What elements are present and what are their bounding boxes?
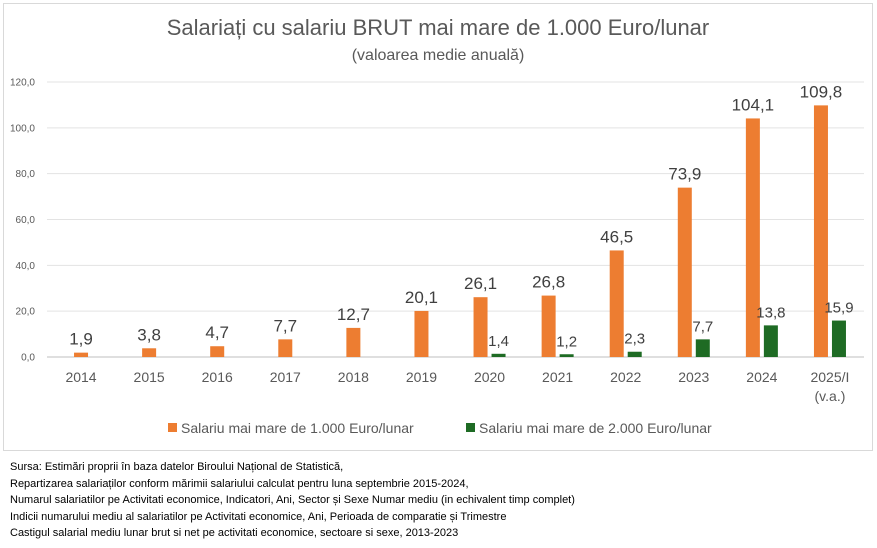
chart-title: Salariați cu salariu BRUT mai mare de 1.… — [167, 15, 710, 40]
legend-swatch-orange — [168, 423, 177, 432]
bar-2020-series2 — [491, 353, 506, 357]
legend-swatch-green — [466, 423, 475, 432]
x-tick-label: 2017 — [270, 369, 301, 385]
bar-2023-series2 — [695, 339, 710, 357]
bars — [74, 105, 846, 357]
x-tick-sublabel: (v.a.) — [815, 388, 846, 404]
bar-2016-series1 — [210, 346, 225, 357]
x-tick-label: 2022 — [610, 369, 641, 385]
data-label-series1: 109,8 — [800, 82, 843, 101]
bar-2023-series1 — [677, 187, 692, 357]
data-label-series1: 7,7 — [273, 316, 297, 335]
bar-2024-series2 — [763, 325, 778, 357]
data-label-series1: 26,1 — [464, 274, 497, 293]
data-label-series2: 2,3 — [624, 331, 645, 348]
data-label-series1: 3,8 — [137, 325, 161, 344]
data-label-series1: 26,8 — [532, 273, 565, 292]
bar-2020-series1 — [473, 297, 488, 357]
y-tick-label: 20,0 — [16, 307, 36, 318]
gridlines — [47, 81, 864, 358]
data-label-series2: 7,7 — [692, 318, 713, 335]
bar-2021-series2 — [559, 354, 574, 357]
source-line: Repartizarea salariaților conform mărimi… — [10, 477, 469, 490]
x-axis-ticks: 2014 2015 2016 2017 2018 2019 2020 2021 2022 2023… — [65, 369, 849, 404]
y-tick-label: 100,0 — [10, 123, 35, 134]
data-labels: 1,9 3,8 4,7 7,7 12,7 20,1 26,1 1,4 26,8 1,2 46,5 2,… — [69, 82, 853, 350]
data-label-series1: 4,7 — [205, 323, 229, 342]
y-axis-ticks: 0,0 20,0 40,0 60,0 80,0 100,0 120,0 — [10, 78, 35, 364]
bar-2024-series1 — [745, 118, 760, 357]
legend: Salariu mai mare de 1.000 Euro/lunar Sal… — [168, 420, 712, 436]
data-label-series1: 104,1 — [732, 95, 775, 114]
y-tick-label: 80,0 — [16, 169, 36, 180]
bar-2015-series1 — [142, 348, 157, 357]
data-label-series2: 15,9 — [824, 300, 853, 317]
source-line: Numarul salariatilor pe Activitati econo… — [10, 494, 575, 506]
data-label-series1: 12,7 — [337, 305, 370, 324]
bar-2019-series1 — [414, 310, 429, 357]
bar-2021-series1 — [541, 295, 556, 357]
y-tick-label: 120,0 — [10, 78, 35, 89]
bar-2014-series1 — [74, 352, 89, 357]
bar-2025/I-series1 — [813, 105, 828, 357]
bar-2022-series1 — [609, 250, 624, 357]
x-tick-label: 2015 — [134, 369, 165, 385]
data-label-series1: 20,1 — [405, 288, 438, 307]
x-tick-label: 2019 — [406, 369, 437, 385]
y-tick-label: 60,0 — [16, 215, 36, 226]
x-tick-label: 2020 — [474, 369, 505, 385]
data-label-series1: 1,9 — [69, 330, 93, 349]
data-label-series2: 13,8 — [756, 304, 785, 321]
data-label-series1: 46,5 — [600, 227, 633, 246]
y-tick-label: 40,0 — [16, 261, 36, 272]
bar-2017-series1 — [278, 339, 293, 357]
source-notes: Sursa: Estimări proprii în baza datelor … — [10, 459, 870, 542]
bar-2018-series1 — [346, 327, 361, 357]
data-label-series2: 1,2 — [556, 333, 577, 350]
bar-chart: Salariați cu salariu BRUT mai mare de 1.… — [10, 15, 864, 436]
x-tick-label: 2016 — [202, 369, 233, 385]
data-label-series1: 73,9 — [668, 165, 701, 184]
chart-subtitle: (valoarea medie anuală) — [352, 47, 525, 64]
source-line: Indicii numarului mediu al salariatilor … — [10, 510, 507, 523]
y-tick-label: 0,0 — [21, 353, 35, 364]
x-tick-label: 2014 — [65, 369, 96, 385]
x-tick-label: 2024 — [746, 369, 777, 385]
legend-label-orange: Salariu mai mare de 1.000 Euro/lunar — [181, 420, 414, 436]
x-tick-label: 2021 — [542, 369, 573, 385]
bar-2025/I-series2 — [831, 320, 846, 357]
chart-frame: Salariați cu salariu BRUT mai mare de 1.… — [3, 3, 873, 451]
x-tick-label: 2023 — [678, 369, 709, 385]
data-label-series2: 1,4 — [488, 333, 509, 350]
source-line: Castigul salarial mediu lunar brut si ne… — [10, 527, 459, 539]
legend-label-green: Salariu mai mare de 2.000 Euro/lunar — [479, 420, 712, 436]
x-tick-label: 2025/I — [810, 369, 849, 385]
x-tick-label: 2018 — [338, 369, 369, 385]
source-line: Sursa: Estimări proprii în baza datelor … — [10, 461, 344, 473]
bar-2022-series2 — [627, 351, 642, 357]
